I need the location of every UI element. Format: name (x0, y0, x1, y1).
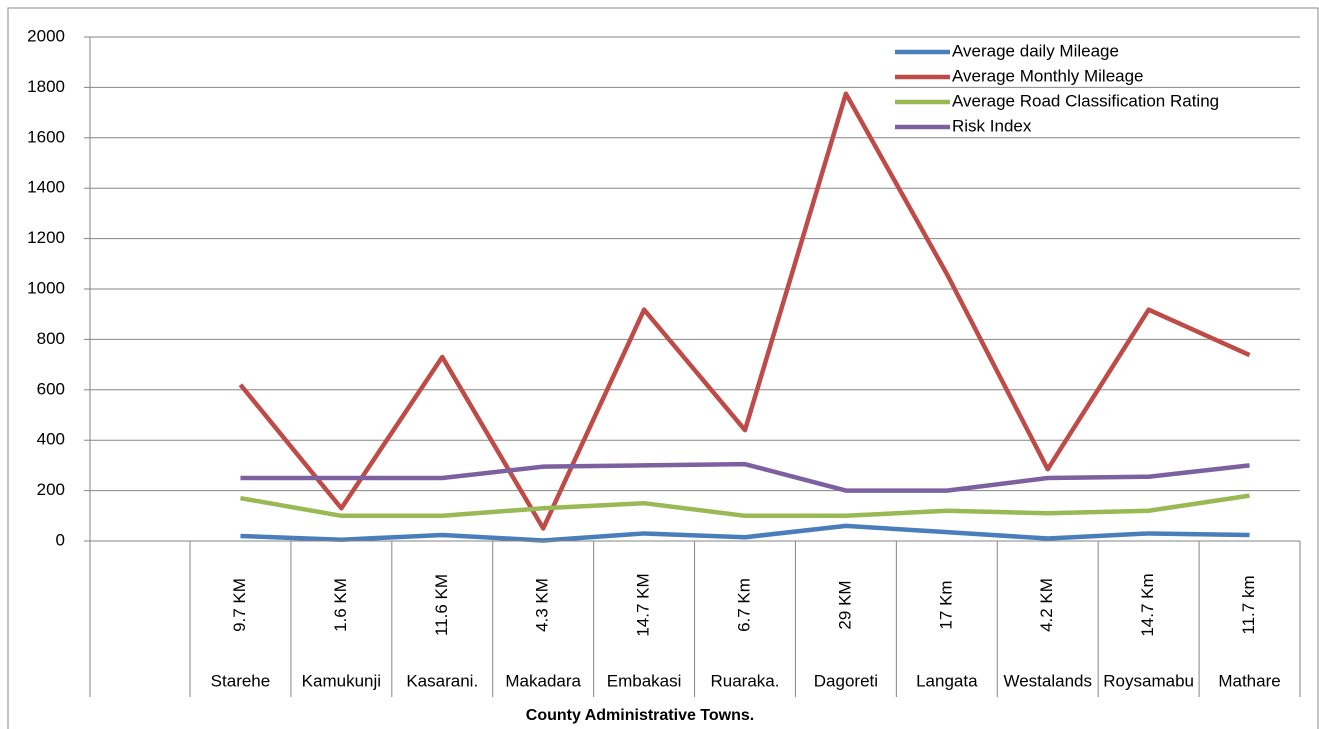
x-tick-label: 4.2 KM (1037, 578, 1056, 632)
x-group-label: Makadara (505, 671, 581, 690)
x-group-label: Kamukunji (302, 671, 381, 690)
x-group-label: Kasarani. (406, 671, 478, 690)
y-tick-label: 1400 (27, 178, 65, 197)
series-line (240, 493, 1250, 519)
series-line (240, 461, 1250, 493)
x-tick-label: 11.6 KM (432, 574, 451, 636)
y-tick-label: 600 (37, 379, 65, 398)
x-tick-label: 29 KM (835, 580, 854, 629)
x-tick-label: 17 Km (936, 580, 955, 629)
x-group-label: Roysamabu (1103, 671, 1194, 690)
x-group-label: Ruaraka. (711, 671, 780, 690)
x-group-label: Embakasi (607, 671, 682, 690)
y-tick-label: 1000 (27, 278, 65, 297)
x-group-label: Dagoreti (814, 671, 878, 690)
y-tick-label: 1200 (27, 228, 65, 247)
series-line (240, 523, 1250, 543)
x-group-label: Mathare (1218, 671, 1280, 690)
y-tick-label: 0 (56, 530, 65, 549)
y-tick-label: 1800 (27, 77, 65, 96)
legend-label: Average Road Classification Rating (952, 91, 1219, 110)
y-tick-label: 400 (37, 430, 65, 449)
x-tick-label: 6.7 Km (734, 578, 753, 632)
legend-label: Average Monthly Mileage (952, 66, 1144, 85)
x-tick-label: 4.3 KM (533, 578, 552, 632)
x-group-label: Langata (916, 671, 978, 690)
y-tick-label: 2000 (27, 26, 65, 45)
chart-border (7, 7, 1319, 729)
x-tick-label: 14.7 KM (634, 573, 653, 636)
x-group-label: Westalands (1003, 671, 1092, 690)
y-tick-label: 1600 (27, 127, 65, 146)
y-tick-label: 800 (37, 329, 65, 348)
x-tick-label: 1.6 KM (331, 578, 350, 632)
x-tick-label: 14.7 Km (1138, 573, 1157, 636)
x-tick-label: 9.7 KM (230, 578, 249, 632)
x-axis-title: County Administrative Towns. (526, 707, 754, 724)
x-group-label: Starehe (211, 671, 271, 690)
y-tick-label: 200 (37, 480, 65, 499)
legend-label: Risk Index (952, 116, 1032, 135)
legend-label: Average daily Mileage (952, 41, 1119, 60)
series-line (238, 91, 1251, 531)
x-tick-label: 11.7 km (1239, 575, 1258, 634)
